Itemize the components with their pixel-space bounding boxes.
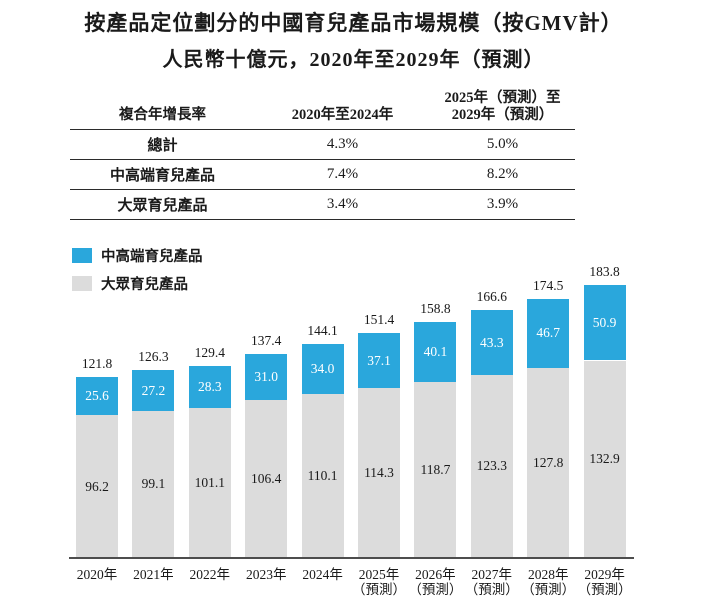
bar-segment-premium <box>76 377 118 416</box>
chart-title-line2: 人民幣十億元，2020年至2029年（預測） <box>162 49 545 71</box>
legend-label: 中高端育兒產品 <box>101 249 203 265</box>
header-period-2025-2029-line1: 2025年（預測）至 <box>444 90 561 106</box>
x-axis-label-year: 2023年 <box>245 567 287 582</box>
bar-value-premium: 43.3 <box>479 334 504 350</box>
x-axis-label-year: 2026年 <box>415 567 456 582</box>
x-axis-line <box>69 556 634 559</box>
row-label-premium: 中高端育兒產品 <box>109 168 215 184</box>
bar-segment-mass <box>358 388 400 558</box>
chart-title-line1: 按產品定位劃分的中國育兒產品市場規模（按GMV計） <box>84 11 623 35</box>
bar-total-label: 151.4 <box>363 312 395 328</box>
bar-value-premium: 28.3 <box>197 378 222 394</box>
x-axis-label-year: 2028年 <box>527 567 569 582</box>
row-mass-cagr-2020-2024: 3.4% <box>326 196 359 212</box>
bar-segment-mass <box>245 399 288 558</box>
bar-value-premium: 50.9 <box>592 314 617 330</box>
x-axis-label-year: 2021年 <box>133 567 174 582</box>
table-row-premium: 中高端育兒產品 7.4% 8.2% <box>70 160 575 190</box>
x-axis-label-forecast-note: （預測） <box>408 582 463 597</box>
header-period-2025-2029: 2025年（預測）至 2029年（預測） <box>430 90 575 124</box>
row-label-mass: 大眾育兒產品 <box>117 198 208 214</box>
x-axis-label-year: 2025年 <box>358 567 400 582</box>
bar-total-label: 144.1 <box>307 322 338 338</box>
x-axis-label-forecast-note: （預測） <box>577 582 632 597</box>
bar-total-label: 166.6 <box>476 289 507 305</box>
bar-value-premium: 34.0 <box>310 361 335 377</box>
bar-value-mass: 110.1 <box>307 468 338 484</box>
bar-total-label: 158.8 <box>420 301 451 317</box>
bar-value-mass: 101.1 <box>194 474 225 490</box>
bar-segment-premium <box>245 353 288 400</box>
bar-total-label: 183.8 <box>589 263 620 279</box>
bar-value-premium: 46.7 <box>536 325 560 341</box>
x-axis-label-forecast-note: （預測） <box>521 582 576 597</box>
bar-segment-mass <box>414 381 457 558</box>
x-axis-label-year: 2029年 <box>584 567 625 582</box>
bar-value-mass: 114.3 <box>364 465 394 481</box>
x-axis-label-year: 2027年 <box>471 567 513 582</box>
legend-item-mass: 大眾育兒產品 <box>72 273 203 294</box>
header-metric-label: 複合年增長率 <box>119 107 206 123</box>
header-period-2020-2024: 2020年至2024年 <box>291 107 394 123</box>
row-premium-cagr-2020-2024: 7.4% <box>326 166 359 182</box>
bar-segment-mass <box>76 415 118 558</box>
row-total-cagr-2025-2029: 5.0% <box>486 136 519 152</box>
bar-total-label: 137.4 <box>251 332 282 348</box>
bar-total-label: 174.5 <box>533 277 564 293</box>
row-premium-cagr-2025-2029: 8.2% <box>486 166 519 182</box>
bar-value-mass: 118.7 <box>420 461 451 477</box>
bar-segment-mass <box>132 410 175 558</box>
bar-value-premium: 40.1 <box>423 343 448 359</box>
bar-segment-premium <box>358 333 400 389</box>
bar-value-mass: 123.3 <box>476 458 507 474</box>
bar-total-label: 121.8 <box>81 356 113 371</box>
bar-value-premium: 37.1 <box>367 352 391 368</box>
bar-segment-mass <box>301 394 344 558</box>
row-label-total: 總計 <box>147 138 178 154</box>
bar-value-mass: 127.8 <box>533 455 564 471</box>
x-axis-label-forecast-note: （預測） <box>464 582 519 597</box>
x-axis-label-year: 2022年 <box>189 567 231 582</box>
bar-segment-premium <box>132 370 175 411</box>
x-axis-label-year: 2024年 <box>302 567 343 582</box>
bar-segment-premium <box>583 284 626 361</box>
bar-total-label: 126.3 <box>138 349 169 365</box>
legend-item-premium: 中高端育兒產品 <box>72 245 203 266</box>
bar-segment-premium <box>527 298 570 369</box>
bar-value-premium: 25.6 <box>85 388 109 404</box>
legend-label: 大眾育兒產品 <box>101 277 188 293</box>
header-period-2025-2029-line2: 2029年（預測） <box>451 107 554 123</box>
row-mass-cagr-2025-2029: 3.9% <box>486 196 519 212</box>
x-axis-label-year: 2020年 <box>76 567 118 582</box>
bar-value-mass: 132.9 <box>589 451 620 467</box>
table-row-mass: 大眾育兒產品 3.4% 3.9% <box>70 190 575 220</box>
bar-segment-premium <box>301 343 344 395</box>
bar-segment-mass <box>527 368 570 558</box>
bar-value-premium: 31.0 <box>254 368 278 384</box>
row-total-cagr-2020-2024: 4.3% <box>326 136 359 152</box>
cagr-table: 複合年增長率 2020年至2024年 2025年（預測）至 2029年（預測） … <box>70 90 575 220</box>
table-row-total: 總計 4.3% 5.0% <box>70 130 575 160</box>
bar-segment-premium <box>414 322 457 382</box>
bar-total-label: 129.4 <box>194 344 225 360</box>
bar-segment-premium <box>188 365 231 408</box>
x-axis-label-forecast-note: （預測） <box>352 582 406 597</box>
bar-value-mass: 106.4 <box>251 470 282 486</box>
bar-segment-mass <box>470 374 513 558</box>
legend-swatch-icon <box>72 276 92 291</box>
legend-swatch-icon <box>72 248 92 263</box>
bar-value-premium: 27.2 <box>141 382 166 398</box>
bar-value-mass: 99.1 <box>141 476 166 492</box>
bar-segment-mass <box>583 360 626 558</box>
chart-legend: 中高端育兒產品 大眾育兒產品 <box>72 245 203 294</box>
bar-segment-mass <box>188 407 231 558</box>
bar-segment-premium <box>470 310 513 375</box>
bar-value-mass: 96.2 <box>85 478 109 494</box>
cagr-table-header: 複合年增長率 2020年至2024年 2025年（預測）至 2029年（預測） <box>70 90 575 130</box>
